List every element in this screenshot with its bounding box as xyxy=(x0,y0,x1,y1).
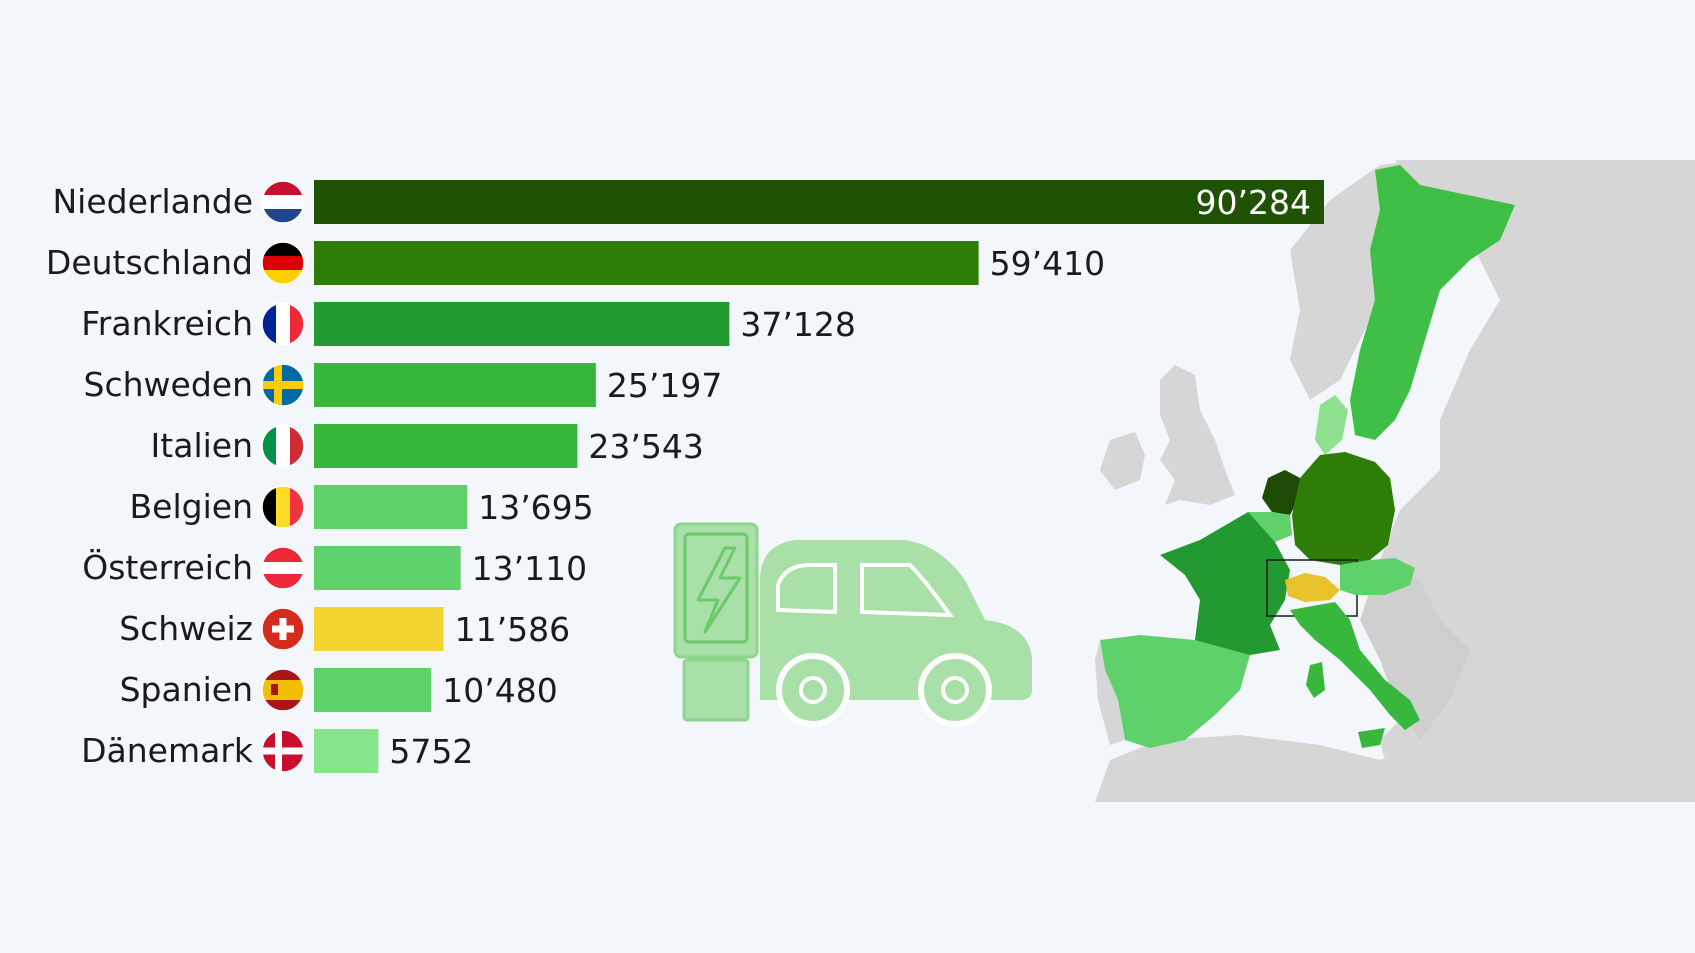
bar xyxy=(314,485,468,529)
value-label: 13’110 xyxy=(472,549,587,588)
electric-car-charging-icon xyxy=(673,522,1032,727)
category-label: Schweiz xyxy=(119,609,253,648)
lightning-bolt-icon xyxy=(696,546,742,634)
value-label: 10’480 xyxy=(442,671,557,710)
bar xyxy=(314,424,578,468)
map-sardinia xyxy=(1306,662,1325,698)
europe-map xyxy=(1095,160,1695,802)
map-belgium xyxy=(1248,512,1292,542)
bar xyxy=(314,729,379,773)
map-switzerland xyxy=(1285,573,1340,602)
bar xyxy=(314,302,730,346)
car-window-front xyxy=(776,563,837,615)
map-italy xyxy=(1290,602,1420,730)
map-sweden xyxy=(1350,165,1515,440)
map-spain xyxy=(1100,635,1250,748)
bar xyxy=(314,180,1324,224)
charger-screen xyxy=(683,532,749,644)
map-uk xyxy=(1160,365,1235,505)
map-germany xyxy=(1292,452,1395,565)
car-wheel-front xyxy=(776,653,850,727)
map-denmark xyxy=(1315,395,1348,455)
charger-base xyxy=(682,658,750,722)
value-label: 59’410 xyxy=(990,244,1105,283)
bar xyxy=(314,241,979,285)
category-label: Frankreich xyxy=(81,304,253,343)
value-label: 13’695 xyxy=(478,488,593,527)
car-window-rear xyxy=(860,563,954,618)
belgium-flag-icon xyxy=(261,485,305,529)
value-label: 23’543 xyxy=(588,427,703,466)
category-label: Belgien xyxy=(130,487,253,526)
category-label: Spanien xyxy=(120,670,253,709)
car-wheel-front-hub xyxy=(799,676,827,704)
value-label: 11’586 xyxy=(455,610,570,649)
germany-flag-icon xyxy=(261,241,305,285)
car-wheel-rear xyxy=(918,653,992,727)
value-label: 25’197 xyxy=(607,366,722,405)
sweden-flag-icon xyxy=(261,363,305,407)
category-label: Italien xyxy=(151,426,253,465)
map-netherlands xyxy=(1262,470,1300,515)
map-africa xyxy=(1095,735,1500,802)
denmark-flag-icon xyxy=(261,729,305,773)
map-france xyxy=(1160,512,1290,655)
map-sicily xyxy=(1358,728,1385,748)
bar-series: Niederlande 90’284 Deutschland 59’410 Frankr… xyxy=(46,180,1324,773)
category-label: Dänemark xyxy=(81,731,254,770)
italy-flag-icon xyxy=(261,424,305,468)
value-label: 90’284 xyxy=(1196,183,1311,222)
bar xyxy=(314,668,432,712)
austria-flag-icon xyxy=(261,546,305,590)
bar xyxy=(314,363,596,407)
france-flag-icon xyxy=(261,302,305,346)
charger-body xyxy=(673,522,759,659)
map-ireland xyxy=(1100,432,1145,490)
category-label: Niederlande xyxy=(52,182,253,221)
category-label: Schweden xyxy=(84,365,253,404)
spain-flag-icon xyxy=(261,668,305,712)
category-label: Österreich xyxy=(82,547,253,587)
netherlands-flag-icon xyxy=(261,180,305,224)
map-austria xyxy=(1340,558,1415,595)
bar xyxy=(314,607,444,651)
switzerland-flag-icon xyxy=(261,607,305,651)
category-label: Deutschland xyxy=(46,243,253,282)
bar xyxy=(314,546,461,590)
map-portugal xyxy=(1095,640,1125,745)
value-label: 5752 xyxy=(389,732,473,771)
map-balkans xyxy=(1360,560,1470,740)
car-wheel-rear-hub xyxy=(941,676,969,704)
value-label: 37’128 xyxy=(740,305,855,344)
